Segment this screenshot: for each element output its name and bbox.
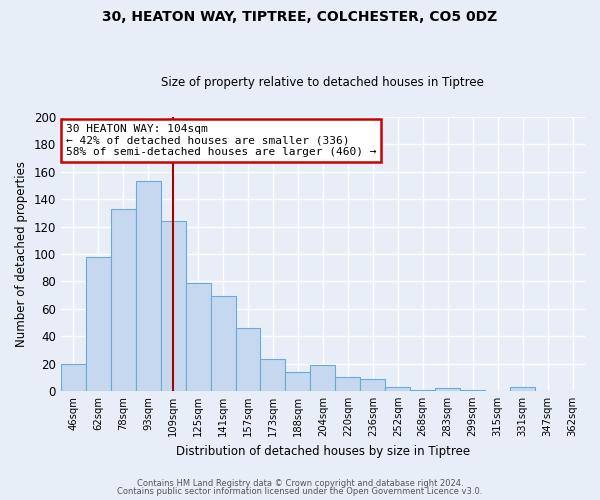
Bar [335,377,361,391]
Bar [211,296,236,391]
Bar [86,256,111,391]
Text: 30, HEATON WAY, TIPTREE, COLCHESTER, CO5 0DZ: 30, HEATON WAY, TIPTREE, COLCHESTER, CO5… [103,10,497,24]
Bar [460,390,485,391]
Bar [510,387,535,391]
Bar [310,365,335,391]
Bar [435,388,460,391]
Bar [111,209,136,391]
Bar [410,390,435,391]
Bar [161,221,185,391]
Text: 30 HEATON WAY: 104sqm
← 42% of detached houses are smaller (336)
58% of semi-det: 30 HEATON WAY: 104sqm ← 42% of detached … [66,124,376,157]
Text: Contains HM Land Registry data © Crown copyright and database right 2024.: Contains HM Land Registry data © Crown c… [137,478,463,488]
Bar [236,328,260,391]
Bar [286,372,310,391]
Bar [385,387,410,391]
X-axis label: Distribution of detached houses by size in Tiptree: Distribution of detached houses by size … [176,444,470,458]
Bar [136,182,161,391]
Y-axis label: Number of detached properties: Number of detached properties [15,161,28,347]
Text: Contains public sector information licensed under the Open Government Licence v3: Contains public sector information licen… [118,487,482,496]
Title: Size of property relative to detached houses in Tiptree: Size of property relative to detached ho… [161,76,484,90]
Bar [61,364,86,391]
Bar [361,378,385,391]
Bar [185,282,211,391]
Bar [260,360,286,391]
